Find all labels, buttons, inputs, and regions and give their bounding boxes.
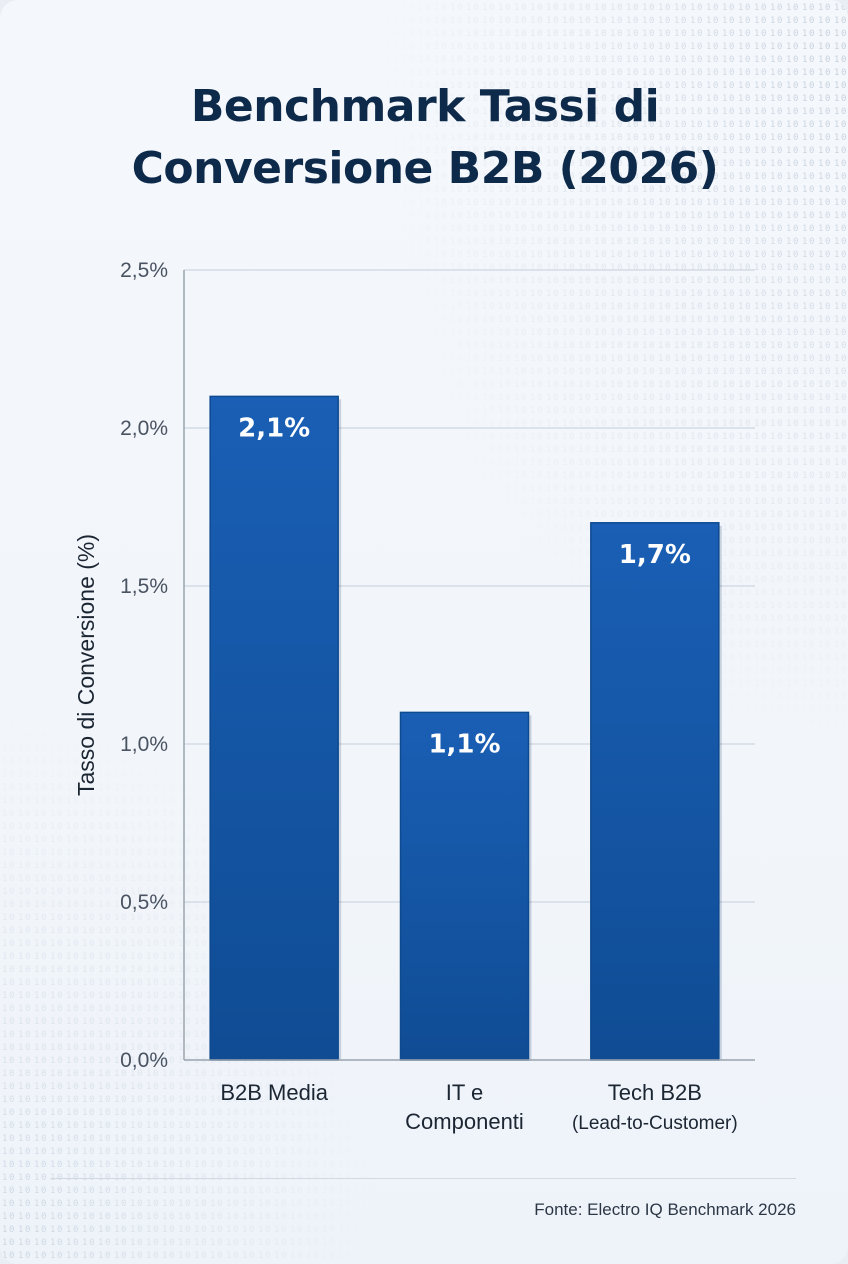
y-tick-label: 2,0% — [120, 417, 168, 440]
y-tick-label: 1,5% — [120, 575, 168, 598]
data-label: 1,1% — [428, 729, 500, 759]
x-tick-label: Componenti — [405, 1109, 524, 1134]
x-tick-label: IT e — [446, 1080, 484, 1105]
y-tick-label: 1,0% — [120, 733, 168, 756]
labels: 0,0% 0,5% 1,0% 1,5% 2,0% 2,5% Tasso di Convers… — [73, 259, 738, 1134]
bar — [590, 522, 720, 1061]
x-tick-label: Tech B2B — [608, 1080, 702, 1105]
y-tick-label: 2,5% — [120, 259, 168, 282]
x-tick-label: (Lead-to-Customer) — [572, 1113, 738, 1134]
y-tick-label: 0,5% — [120, 891, 168, 914]
source-note: Fonte: Electro IQ Benchmark 2026 — [534, 1200, 796, 1219]
data-label: 2,1% — [238, 413, 310, 443]
bar — [399, 711, 530, 1061]
y-tick-label: 0,0% — [120, 1049, 168, 1072]
chart-title: Benchmark Tassi di Conversione B2B (2026… — [131, 81, 719, 194]
bars — [209, 395, 722, 1061]
data-label: 1,7% — [619, 540, 691, 570]
y-axis-label: Tasso di Conversione (%) — [73, 534, 99, 796]
x-tick-label: B2B Media — [220, 1080, 328, 1105]
bar — [209, 395, 339, 1061]
footer-divider — [50, 1178, 796, 1179]
axes — [183, 270, 755, 1061]
